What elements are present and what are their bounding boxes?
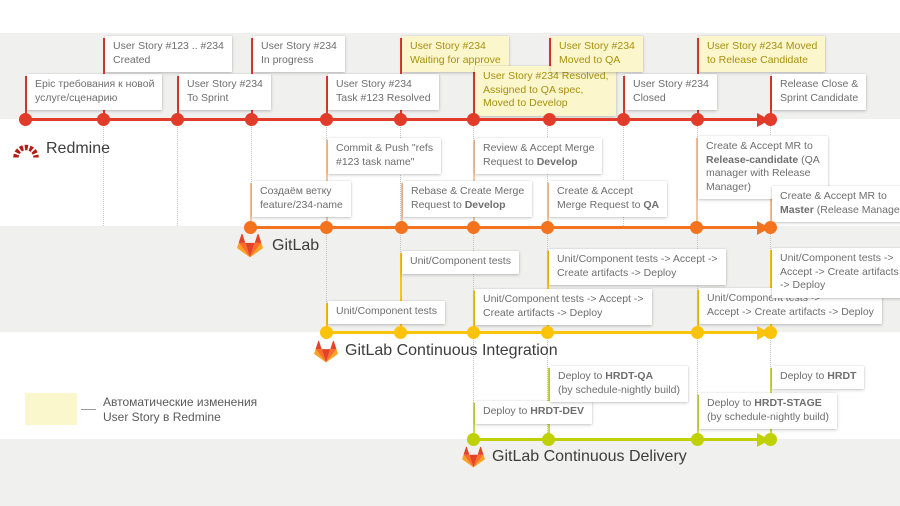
label-connector-line bbox=[177, 76, 179, 118]
timeline-dot bbox=[689, 221, 703, 234]
timeline-label: User Story #234 Resolved, Assigned to QA … bbox=[475, 66, 617, 116]
lane-title-gitlab-cd: GitLab Continuous Delivery bbox=[492, 448, 687, 465]
timeline-dot bbox=[616, 113, 630, 126]
lane-title-gitlab: GitLab bbox=[272, 237, 320, 254]
timeline-dot bbox=[690, 113, 704, 126]
label-connector-line bbox=[547, 183, 549, 226]
lane-title-redmine: Redmine bbox=[46, 140, 111, 157]
lane-line-redmine bbox=[25, 118, 757, 121]
cross-connector-line bbox=[103, 120, 104, 226]
timeline-label: User Story #234 Waiting for approve bbox=[402, 36, 509, 72]
label-connector-line bbox=[401, 183, 403, 226]
timeline-dot bbox=[541, 433, 555, 446]
timeline-label: Deploy to HRDT-QA (by schedule-nightly bu… bbox=[550, 366, 688, 402]
timeline-dot bbox=[393, 113, 407, 126]
timeline-dot bbox=[319, 326, 333, 339]
cross-connector-line bbox=[473, 120, 474, 439]
timeline-dot bbox=[243, 221, 257, 234]
label-connector-line bbox=[473, 291, 475, 331]
timeline-label: User Story #234 In progress bbox=[253, 36, 345, 72]
timeline-dot bbox=[96, 113, 110, 126]
background-stripe bbox=[0, 439, 900, 506]
timeline-label: Unit/Component tests bbox=[402, 251, 519, 274]
legend-text: Автоматические изменения User Story в Re… bbox=[103, 395, 258, 424]
timeline-dot bbox=[540, 326, 554, 339]
timeline-dot bbox=[466, 221, 480, 234]
cross-connector-line bbox=[177, 120, 178, 226]
label-connector-line bbox=[400, 253, 402, 331]
timeline-label: Review & Accept Merge Request to Develop bbox=[475, 138, 603, 174]
timeline-dot bbox=[763, 433, 777, 446]
timeline-dot bbox=[244, 113, 258, 126]
timeline-dot bbox=[18, 113, 32, 126]
timeline-dot bbox=[319, 113, 333, 126]
timeline-label: Release Close & Sprint Candidate bbox=[772, 74, 867, 110]
label-connector-line bbox=[326, 303, 328, 331]
timeline-label: User Story #234 To Sprint bbox=[179, 74, 271, 110]
gitlab-cd-tanuki-icon bbox=[462, 446, 485, 473]
timeline-dot bbox=[763, 113, 777, 126]
label-connector-line bbox=[697, 395, 699, 438]
timeline-label: Deploy to HRDT-STAGE (by schedule-nightly… bbox=[699, 393, 837, 429]
timeline-label: Deploy to HRDT-DEV bbox=[475, 401, 592, 424]
timeline-dot bbox=[763, 326, 777, 339]
gitlab-ci-tanuki-icon bbox=[314, 340, 338, 368]
label-connector-line bbox=[326, 76, 328, 118]
redmine-logo-icon bbox=[13, 142, 39, 164]
timeline-dot bbox=[690, 433, 704, 446]
timeline-dot bbox=[690, 326, 704, 339]
timeline-label: User Story #234 Moved to QA bbox=[551, 36, 643, 72]
label-connector-line bbox=[473, 403, 475, 438]
timeline-label: User Story #234 Closed bbox=[625, 74, 717, 110]
timeline-dot bbox=[542, 113, 556, 126]
timeline-dot bbox=[466, 113, 480, 126]
timeline-label: Unit/Component tests -> Accept -> Create … bbox=[549, 249, 726, 285]
legend-yellow-swatch bbox=[25, 393, 77, 425]
timeline-dot bbox=[466, 326, 480, 339]
label-connector-line bbox=[770, 76, 772, 118]
timeline-label: User Story #234 Moved to Release Candidat… bbox=[699, 36, 826, 72]
timeline-label: User Story #123 .. #234 Created bbox=[105, 36, 232, 72]
timeline-dot bbox=[763, 221, 777, 234]
timeline-label: Commit & Push "refs #123 task name" bbox=[328, 138, 442, 174]
timeline-label: Unit/Component tests -> Accept -> Create … bbox=[475, 289, 652, 325]
background-stripe bbox=[0, 0, 900, 33]
timeline-label: Epic требования к новой услуге/сценарию bbox=[27, 74, 163, 110]
timeline-label: Unit/Component tests bbox=[328, 301, 445, 324]
lane-title-gitlab-ci: GitLab Continuous Integration bbox=[345, 342, 558, 359]
timeline-label: Rebase & Create Merge Request to Develop bbox=[403, 181, 533, 217]
timeline-dot bbox=[540, 221, 554, 234]
gitlab-tanuki-icon bbox=[237, 233, 263, 263]
timeline-label: Создаём ветку feature/234-name bbox=[252, 181, 351, 217]
cross-connector-line bbox=[623, 120, 624, 226]
label-connector-line bbox=[473, 68, 475, 118]
timeline-dot bbox=[466, 433, 480, 446]
label-connector-line bbox=[697, 290, 699, 331]
timeline-dot bbox=[319, 221, 333, 234]
timeline-label: Unit/Component tests -> Accept -> Create … bbox=[772, 248, 900, 298]
label-connector-line bbox=[25, 76, 27, 118]
label-connector-line bbox=[696, 138, 698, 226]
cross-connector-line bbox=[251, 120, 252, 226]
label-connector-line bbox=[623, 76, 625, 118]
timeline-label: Create & Accept Merge Request to QA bbox=[549, 181, 668, 217]
label-connector-line bbox=[250, 183, 252, 226]
lane-line-gitlab-cd bbox=[473, 438, 757, 441]
legend-dash bbox=[81, 409, 96, 410]
label-connector-line bbox=[770, 188, 772, 226]
timeline-label: Create & Accept MR to Master (Release Man… bbox=[772, 186, 900, 222]
timeline-dot bbox=[170, 113, 184, 126]
timeline-label: User Story #234 Task #123 Resolved bbox=[328, 74, 439, 110]
timeline-dot bbox=[394, 221, 408, 234]
timeline-dot bbox=[393, 326, 407, 339]
lane-line-gitlab bbox=[250, 226, 757, 229]
timeline-label: Deploy to HRDT bbox=[772, 366, 865, 389]
